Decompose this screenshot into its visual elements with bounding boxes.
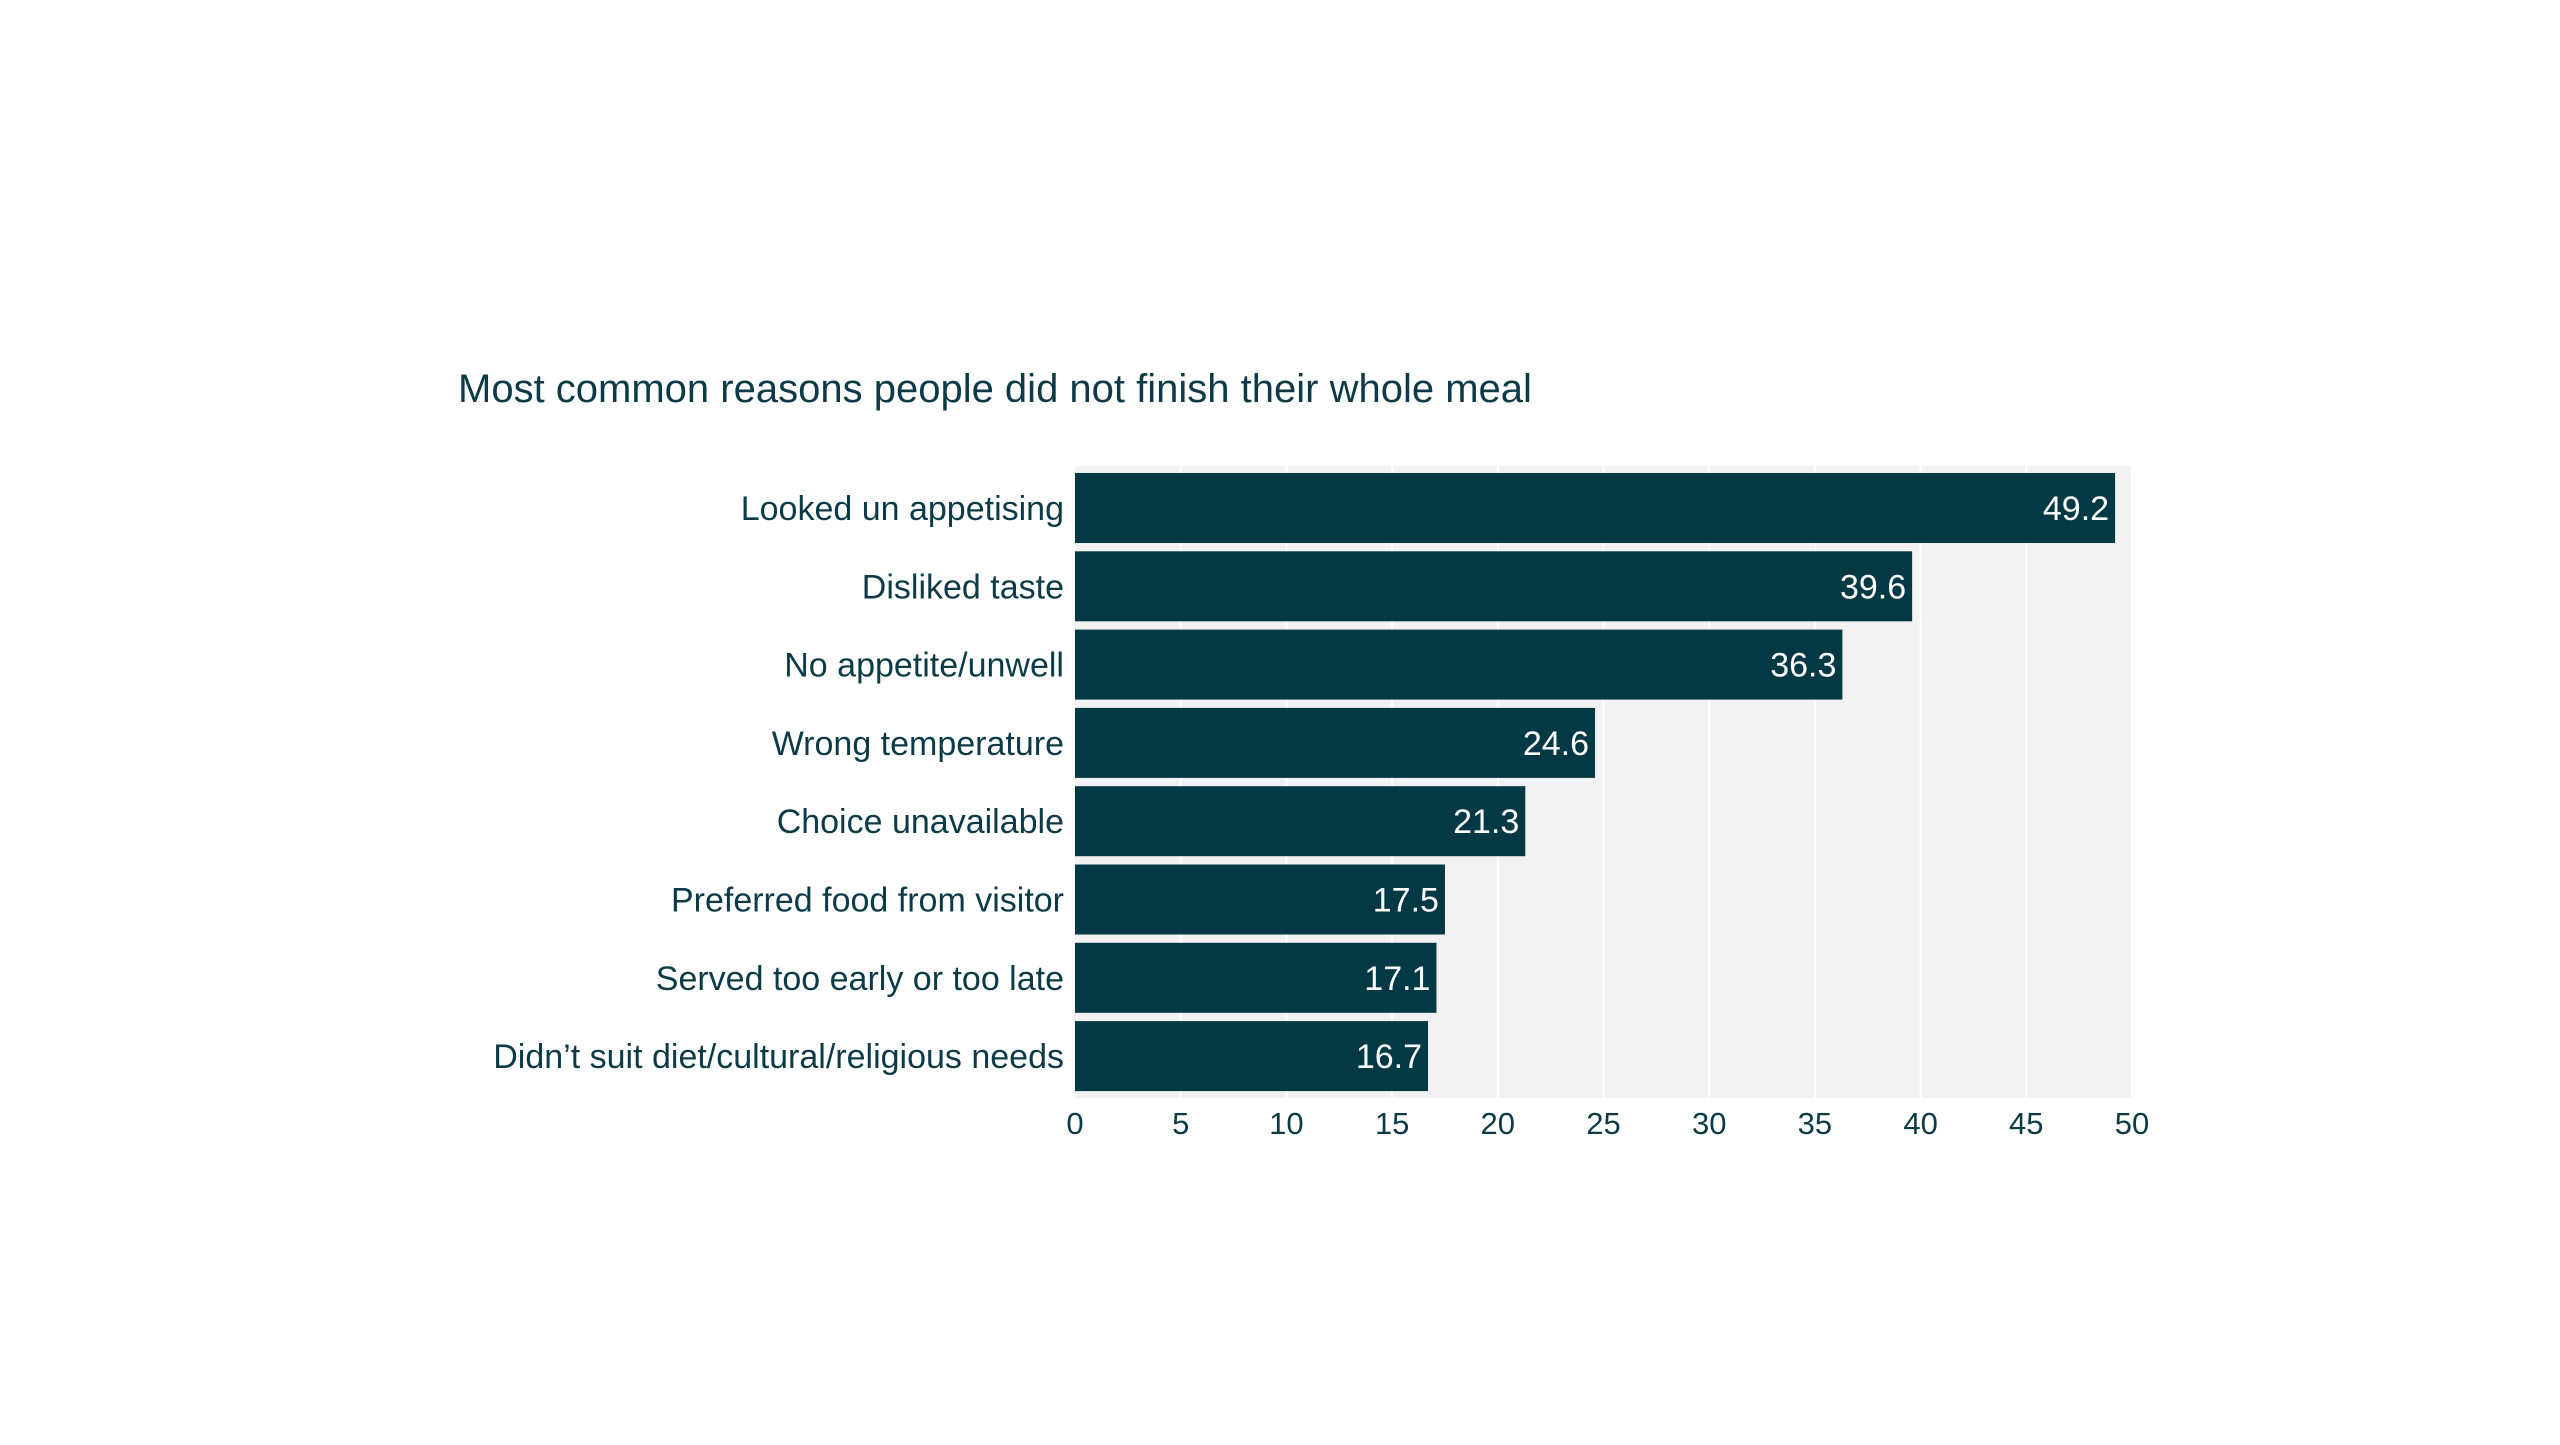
x-tick-label-10: 10: [1269, 1106, 1303, 1141]
data-label-6: 17.5: [1373, 882, 1439, 920]
x-tick-label-0: 0: [1066, 1106, 1083, 1141]
category-label-4: Wrong temperature: [772, 725, 1064, 763]
data-label-5: 21.3: [1453, 803, 1519, 841]
bar-8: [1075, 1021, 1429, 1092]
data-label-2: 39.6: [1840, 568, 1906, 606]
data-label-7: 17.1: [1364, 960, 1430, 998]
x-tick-label-50: 50: [2115, 1106, 2149, 1141]
bar-6: [1075, 864, 1445, 935]
plot-area: Looked un appetising 49.2 Disliked taste 39…: [493, 466, 2149, 1141]
category-label-3: No appetite/unwell: [784, 647, 1064, 685]
x-tick-label-20: 20: [1481, 1106, 1515, 1141]
category-label-2: Disliked taste: [862, 568, 1064, 606]
chart-title: Most common reasons people did not finis…: [458, 367, 1532, 411]
x-tick-label-45: 45: [2009, 1106, 2043, 1141]
category-label-1: Looked un appetising: [741, 490, 1064, 528]
data-label-4: 24.6: [1523, 725, 1589, 763]
x-tick-label-40: 40: [1903, 1106, 1937, 1141]
x-tick-label-30: 30: [1692, 1106, 1726, 1141]
bar-7: [1075, 942, 1437, 1013]
category-label-8: Didn’t suit diet/cultural/religious need…: [493, 1038, 1064, 1076]
x-tick-label-15: 15: [1375, 1106, 1409, 1141]
category-label-6: Preferred food from visitor: [671, 882, 1064, 920]
x-tick-label-5: 5: [1172, 1106, 1189, 1141]
category-label-7: Served too early or too late: [656, 960, 1064, 998]
data-label-1: 49.2: [2043, 490, 2109, 528]
x-tick-label-35: 35: [1798, 1106, 1832, 1141]
category-label-5: Choice unavailable: [777, 803, 1064, 841]
data-label-3: 36.3: [1770, 647, 1836, 685]
x-tick-label-25: 25: [1586, 1106, 1620, 1141]
data-label-8: 16.7: [1356, 1038, 1422, 1076]
bar-3: [1075, 629, 1843, 700]
bar-4: [1075, 707, 1596, 778]
bar-5: [1075, 786, 1526, 857]
bar-1: [1075, 473, 2116, 543]
bar-2: [1075, 551, 1913, 622]
